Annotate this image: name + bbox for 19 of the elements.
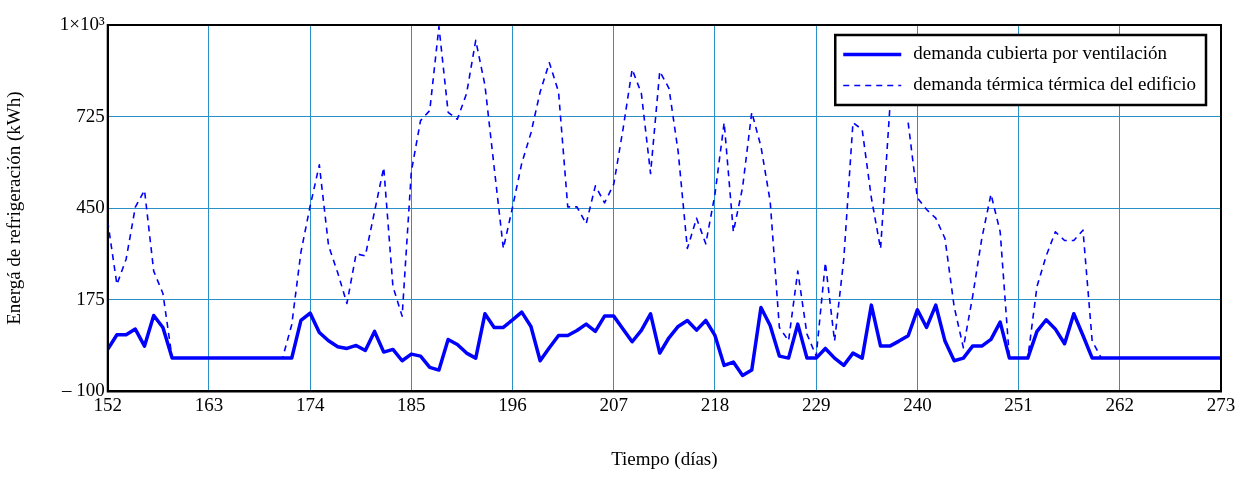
x-tick-label: 163 xyxy=(194,393,224,415)
y-axis-title: Energá de refrigeración (kWh) xyxy=(3,91,26,325)
x-tick-label: 240 xyxy=(903,393,932,415)
x-tick-label: 229 xyxy=(801,393,831,415)
x-tick-label: 207 xyxy=(599,393,628,415)
legend-label: demanda cubierta por ventilación xyxy=(913,42,1168,64)
x-axis-title: Tiempo (días) xyxy=(611,447,718,470)
x-tick-label: 196 xyxy=(498,393,527,415)
legend-label: demanda térmica térmica del edificio xyxy=(913,73,1196,95)
y-tick-label: 725 xyxy=(76,104,105,126)
x-tick-label: 251 xyxy=(1004,393,1033,415)
y-tick-label: 175 xyxy=(76,287,105,309)
x-tick-label: 185 xyxy=(397,393,426,415)
x-tick-label: 174 xyxy=(295,393,325,415)
x-tick-label: 218 xyxy=(700,393,730,415)
x-tick-label: 262 xyxy=(1105,393,1135,415)
x-tick-label: 273 xyxy=(1206,393,1236,415)
y-tick-label: 1×10³ xyxy=(59,12,106,34)
y-tick-label: 450 xyxy=(76,196,105,218)
